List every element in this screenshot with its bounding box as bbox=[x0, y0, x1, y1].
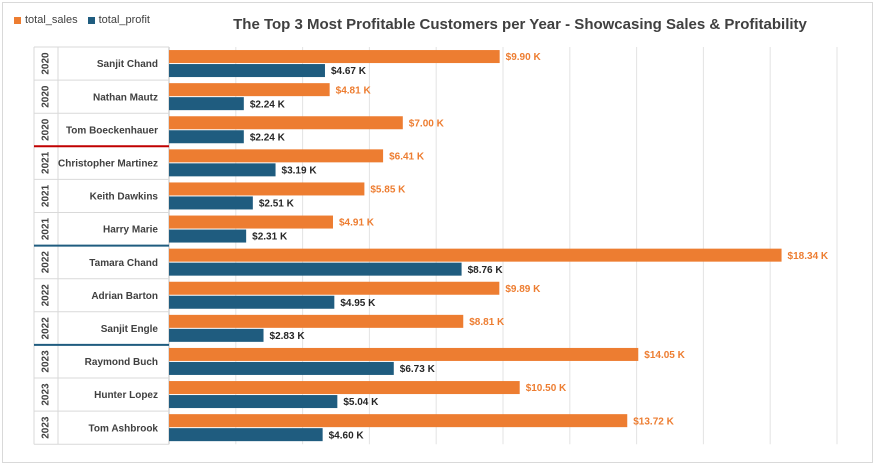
sales-data-label: $13.72 K bbox=[633, 416, 674, 427]
profit-data-label: $5.04 K bbox=[343, 397, 379, 408]
sales-data-label: $4.91 K bbox=[339, 218, 375, 229]
year-label: 2021 bbox=[41, 217, 52, 240]
year-label: 2021 bbox=[41, 151, 52, 174]
profit-bar bbox=[169, 130, 244, 144]
customer-label: Sanjit Engle bbox=[101, 324, 159, 335]
sales-bar bbox=[169, 116, 403, 130]
profit-data-label: $6.73 K bbox=[400, 364, 436, 375]
profit-bar bbox=[169, 97, 244, 111]
sales-data-label: $10.50 K bbox=[526, 383, 567, 394]
profit-data-label: $4.95 K bbox=[340, 298, 376, 309]
year-label: 2022 bbox=[41, 284, 52, 307]
year-label: 2020 bbox=[41, 85, 52, 108]
sales-bar bbox=[169, 314, 464, 328]
profit-bar bbox=[169, 163, 276, 177]
sales-data-label: $7.00 K bbox=[409, 118, 445, 129]
profit-bar bbox=[169, 395, 338, 409]
sales-bar bbox=[169, 347, 639, 361]
profit-bar bbox=[169, 295, 335, 309]
sales-bar bbox=[169, 381, 520, 395]
customer-label: Raymond Buch bbox=[85, 357, 158, 368]
legend-swatch-sales bbox=[14, 16, 21, 24]
profit-data-label: $2.31 K bbox=[252, 232, 288, 243]
customer-label: Adrian Barton bbox=[91, 291, 158, 302]
year-label: 2023 bbox=[41, 416, 52, 439]
customer-label: Harry Marie bbox=[103, 225, 158, 236]
customer-label: Tamara Chand bbox=[89, 258, 158, 269]
profit-data-label: $2.24 K bbox=[250, 99, 286, 110]
year-label: 2022 bbox=[41, 251, 52, 274]
legend-label-sales: total_sales bbox=[25, 14, 78, 26]
sales-bar bbox=[169, 83, 330, 97]
legend: total_sales total_profit bbox=[14, 14, 150, 26]
profit-bar bbox=[169, 196, 253, 210]
profit-bar bbox=[169, 229, 247, 243]
customer-label: Keith Dawkins bbox=[90, 192, 159, 203]
customer-label: Tom Boeckenhauer bbox=[66, 125, 158, 136]
sales-bar bbox=[169, 182, 365, 196]
profit-bar bbox=[169, 262, 462, 276]
profit-data-label: $4.60 K bbox=[329, 430, 365, 441]
profit-data-label: $2.51 K bbox=[259, 199, 295, 210]
chart-title: The Top 3 Most Profitable Customers per … bbox=[233, 16, 807, 33]
customer-label: Sanjit Chand bbox=[97, 59, 158, 70]
sales-data-label: $18.34 K bbox=[788, 251, 829, 262]
profit-bar bbox=[169, 64, 325, 78]
year-label: 2023 bbox=[41, 350, 52, 373]
sales-bar bbox=[169, 149, 384, 163]
customer-label: Hunter Lopez bbox=[94, 390, 158, 401]
sales-data-label: $6.41 K bbox=[389, 151, 425, 162]
profit-data-label: $3.19 K bbox=[282, 165, 318, 176]
sales-data-label: $9.89 K bbox=[505, 284, 541, 295]
year-label: 2022 bbox=[41, 317, 52, 340]
profit-bar bbox=[169, 361, 394, 375]
year-label: 2020 bbox=[41, 52, 52, 75]
legend-item-profit: total_profit bbox=[87, 14, 150, 26]
sales-data-label: $9.90 K bbox=[506, 52, 542, 63]
sales-bar bbox=[169, 248, 782, 262]
customer-label: Christopher Martinez bbox=[58, 158, 158, 169]
legend-swatch-profit bbox=[87, 16, 95, 24]
profit-data-label: $8.76 K bbox=[468, 265, 504, 276]
profit-data-label: $4.67 K bbox=[331, 66, 367, 77]
profit-data-label: $2.24 K bbox=[250, 132, 286, 143]
customer-label: Nathan Mautz bbox=[93, 92, 158, 103]
legend-label-profit: total_profit bbox=[98, 14, 150, 26]
profit-bar bbox=[169, 428, 323, 442]
sales-bar bbox=[169, 414, 628, 428]
sales-bar bbox=[169, 50, 500, 64]
sales-data-label: $8.81 K bbox=[469, 317, 505, 328]
sales-data-label: $14.05 K bbox=[644, 350, 685, 361]
sales-bar bbox=[169, 281, 500, 295]
profit-bar bbox=[169, 328, 264, 342]
profit-data-label: $2.83 K bbox=[270, 331, 306, 342]
sales-bar bbox=[169, 215, 333, 229]
year-label: 2020 bbox=[41, 118, 52, 141]
sales-data-label: $5.85 K bbox=[370, 185, 406, 196]
year-label: 2021 bbox=[41, 184, 52, 207]
sales-data-label: $4.81 K bbox=[336, 85, 372, 96]
year-label: 2023 bbox=[41, 383, 52, 406]
customer-label: Tom Ashbrook bbox=[89, 423, 159, 434]
legend-item-sales: total_sales bbox=[14, 14, 78, 26]
